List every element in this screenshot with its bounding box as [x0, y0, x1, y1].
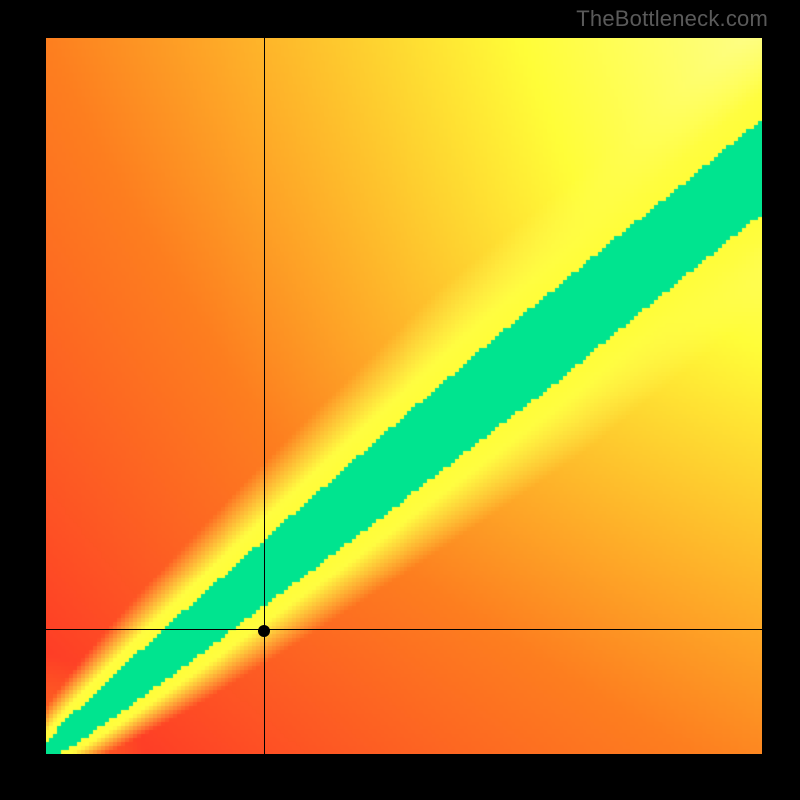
crosshair-vertical: [264, 38, 265, 754]
watermark-text: TheBottleneck.com: [576, 6, 768, 32]
data-point-marker: [258, 625, 270, 637]
crosshair-horizontal: [46, 629, 762, 630]
heatmap-plot-area: [46, 38, 762, 754]
heatmap-canvas: [46, 38, 762, 754]
